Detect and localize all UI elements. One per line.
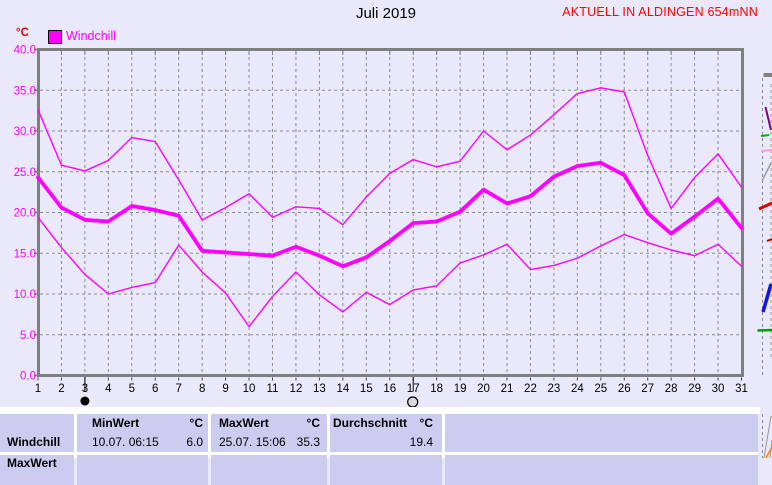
full-moon-icon [408, 397, 418, 407]
x-tick-label: 22 [524, 383, 537, 395]
clipped-cell [330, 455, 442, 485]
y-tick-label: 40.0 [14, 45, 36, 57]
x-tick-label: 28 [665, 383, 678, 395]
table-cell-maxwert: MaxWert °C 25.07. 15:06 35.3 [211, 414, 327, 452]
x-tick-label: 4 [105, 383, 112, 395]
x-tick-label: 19 [454, 383, 467, 395]
adjacent-window-sliver [764, 73, 772, 77]
table-cell-durchschnitt: Durchschnitt °C 19.4 [330, 414, 442, 452]
x-tick-label: 1 [35, 383, 41, 395]
y-tick-label: 25.0 [14, 167, 36, 179]
y-tick-label: 35.0 [14, 85, 36, 97]
adjacent-window-sliver [763, 284, 771, 312]
adjacent-window-sliver [759, 203, 772, 209]
x-tick-label: 5 [129, 383, 135, 395]
windchill-max-line [38, 88, 742, 225]
table-cell-parameter: Windchill [0, 414, 74, 452]
x-tick-label: 16 [383, 383, 396, 395]
y-tick-label: 5.0 [20, 330, 36, 342]
clipped-cell [211, 455, 327, 485]
maxwert-value: 35.3 [297, 435, 320, 449]
x-tick-label: 26 [618, 383, 631, 395]
x-tick-label: 20 [477, 383, 490, 395]
minwert-header: MinWert [92, 416, 139, 430]
x-tick-label: 2 [58, 383, 64, 395]
x-tick-label: 29 [688, 383, 701, 395]
x-tick-label: 31 [735, 383, 748, 395]
x-tick-label: 24 [571, 383, 584, 395]
durchschnitt-unit: °C [420, 416, 433, 430]
y-tick-label: 30.0 [14, 126, 36, 138]
durchschnitt-header: Durchschnitt [333, 416, 407, 430]
clipped-cell [77, 455, 208, 485]
x-tick-label: 13 [313, 383, 326, 395]
x-tick-label: 3 [82, 383, 88, 395]
minwert-value: 6.0 [186, 435, 203, 449]
new-moon-icon [80, 397, 89, 406]
maxwert-datetime: 25.07. 15:06 [219, 435, 286, 449]
x-tick-label: 25 [594, 383, 607, 395]
y-tick-label: 15.0 [14, 248, 36, 260]
x-tick-label: 14 [336, 383, 349, 395]
y-tick-label: 10.0 [14, 289, 36, 301]
adjacent-window-sliver [766, 107, 772, 130]
table-cell-minwert: MinWert °C 10.07. 06:15 6.0 [77, 414, 208, 452]
parameter-label: Windchill [7, 435, 60, 449]
statistics-table: Windchill MinWert °C 10.07. 06:15 6.0 Ma… [0, 414, 758, 458]
adjacent-window-sliver [758, 330, 772, 331]
clipped-cell-parameter: MaxWert [0, 455, 74, 485]
y-tick-label: 20.0 [14, 208, 36, 220]
table-cell-empty [445, 414, 758, 452]
clipped-row-label: MaxWert [7, 456, 57, 470]
x-tick-label: 10 [243, 383, 256, 395]
minwert-unit: °C [190, 416, 203, 430]
maxwert-header: MaxWert [219, 416, 269, 430]
adjacent-window-sliver [762, 163, 771, 181]
x-tick-label: 7 [175, 383, 181, 395]
separator-band [0, 407, 760, 414]
maxwert-unit: °C [307, 416, 320, 430]
clipped-cell [445, 455, 758, 485]
x-tick-label: 8 [199, 383, 205, 395]
durchschnitt-value: 19.4 [410, 435, 433, 449]
x-tick-label: 15 [360, 383, 373, 395]
x-tick-label: 12 [290, 383, 303, 395]
x-tick-label: 18 [430, 383, 443, 395]
x-tick-label: 30 [712, 383, 725, 395]
x-tick-label: 11 [267, 383, 279, 395]
adjacent-window-sliver [761, 150, 772, 151]
x-tick-label: 27 [641, 383, 654, 395]
x-tick-label: 23 [548, 383, 561, 395]
x-tick-label: 6 [152, 383, 158, 395]
adjacent-window-sliver [761, 135, 769, 136]
x-tick-label: 9 [222, 383, 228, 395]
weather-chart-window: { "header": { "title": "Juli 2019", "sta… [0, 0, 772, 458]
x-tick-label: 21 [501, 383, 514, 395]
y-tick-label: 0.0 [20, 371, 36, 383]
x-tick-label: 17 [407, 383, 420, 395]
minwert-datetime: 10.07. 06:15 [92, 435, 159, 449]
